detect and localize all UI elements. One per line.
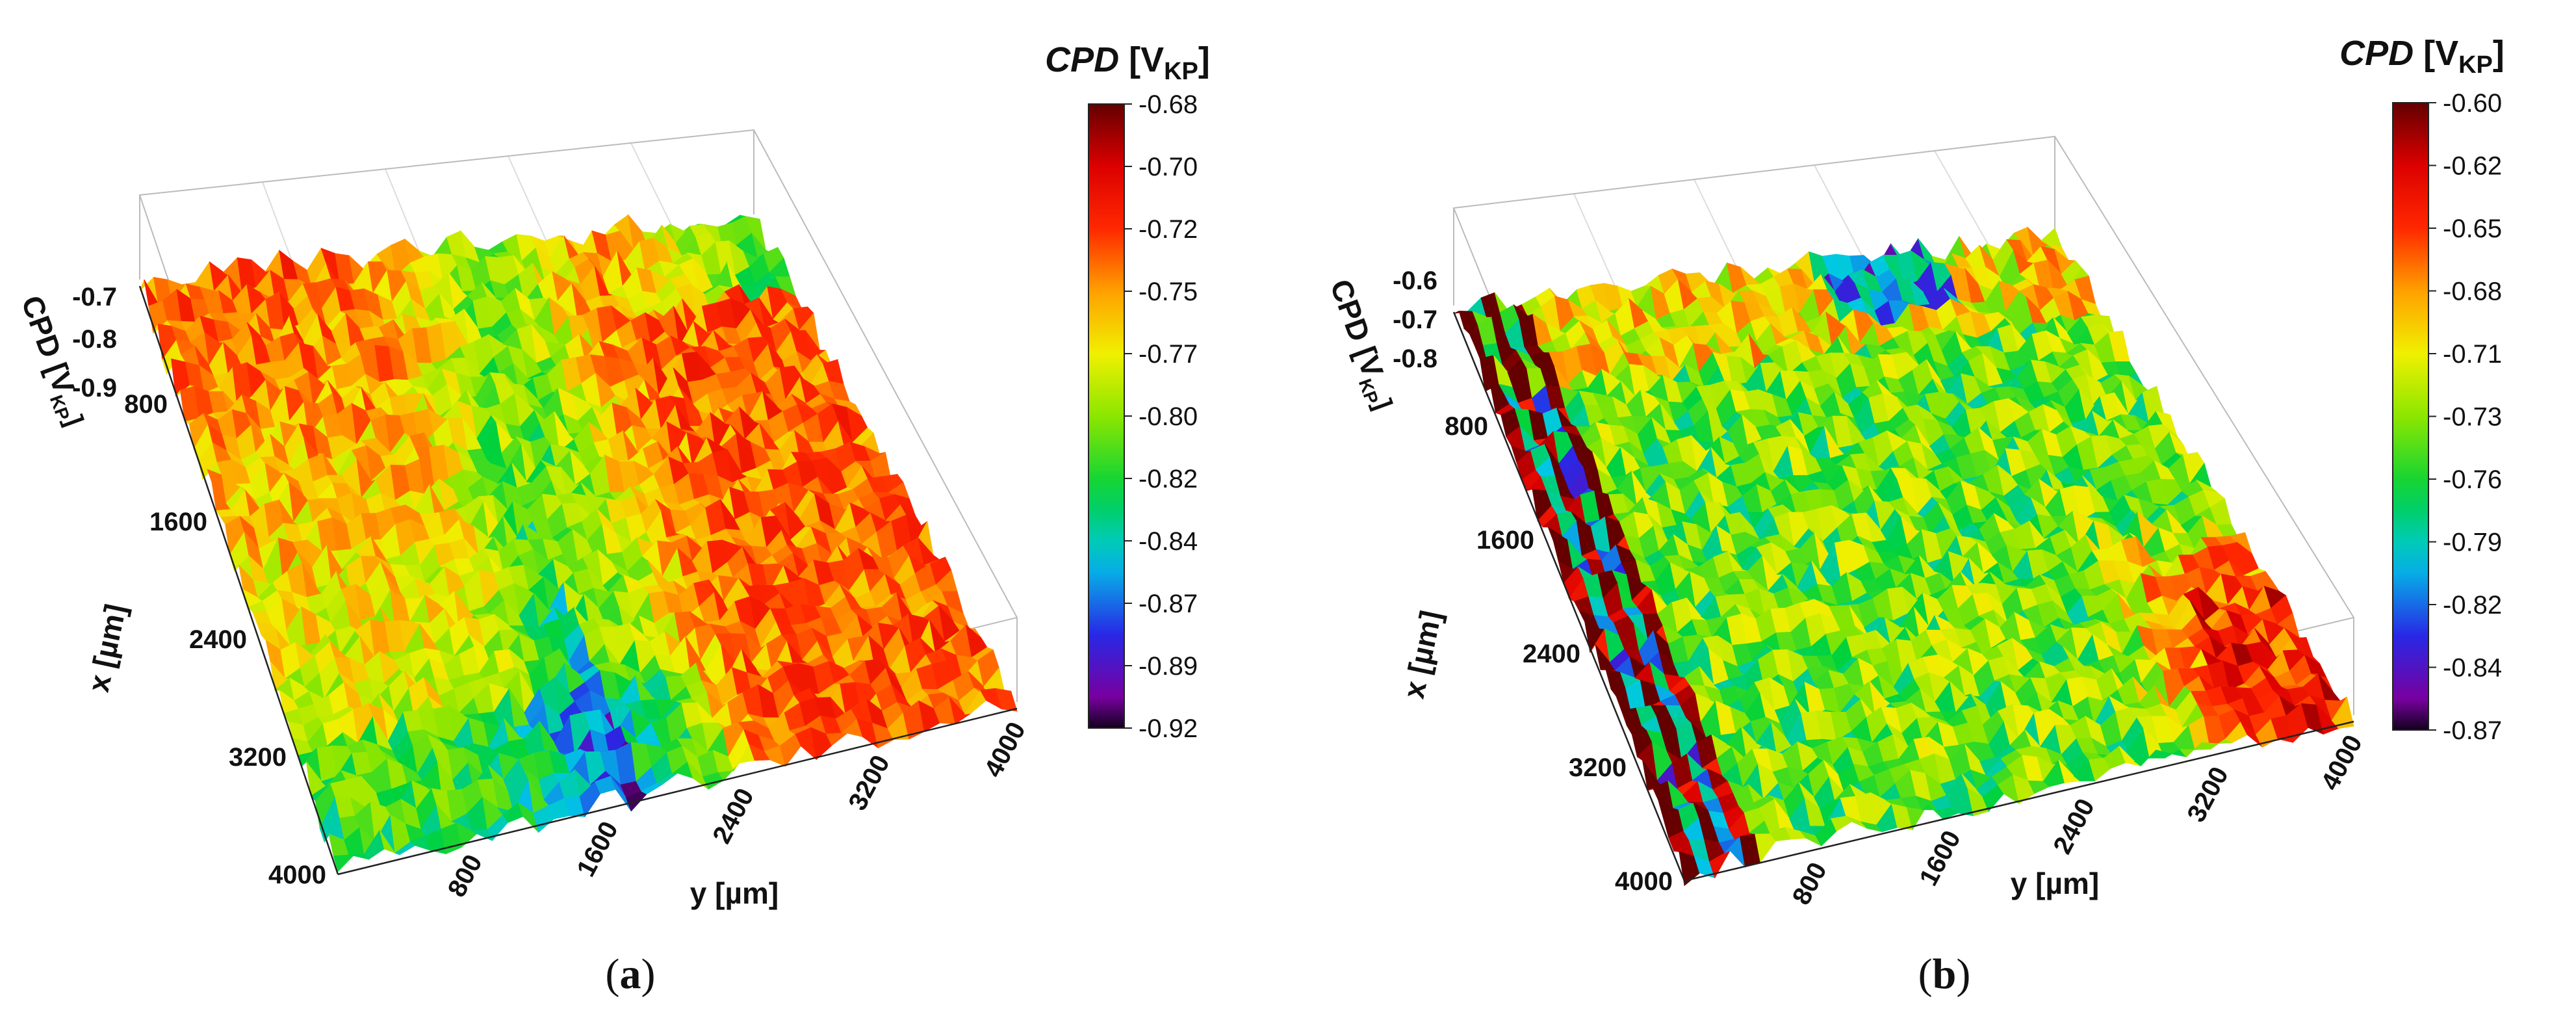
- y-axis-line: [1684, 720, 2354, 882]
- colorbar-tick-label: -0.68: [2443, 278, 2502, 306]
- z-tick-label: -0.8: [1393, 345, 1437, 373]
- colorbar-title: CPD [VKP]: [1045, 40, 1210, 85]
- y-tick-label: 800: [1787, 858, 1833, 910]
- y-tick-label: 4000: [2315, 731, 2368, 795]
- z-tick-label: -0.6: [1393, 267, 1437, 295]
- z-tick-label: -0.8: [72, 325, 117, 354]
- colorbar-tick-label: -0.70: [1139, 153, 1198, 181]
- colorbar-tick-label: -0.87: [1139, 590, 1198, 618]
- y-tick-label: 4000: [979, 718, 1031, 782]
- colorbar-tick-label: -0.80: [1139, 402, 1198, 431]
- surface: [1453, 226, 2354, 887]
- colorbar-strip: [2392, 102, 2429, 731]
- colorbar-tick-label: -0.82: [1139, 465, 1198, 493]
- z-tick-label: -0.7: [72, 283, 117, 311]
- colorbar-tick-label: -0.77: [1139, 340, 1198, 369]
- y-tick-label: 3200: [843, 751, 895, 815]
- z-axis-label: CPD [VKP]: [1320, 275, 1402, 415]
- x-tick-label: 4000: [1615, 867, 1673, 896]
- colorbar-tick-label: -0.84: [1139, 527, 1198, 556]
- y-tick-label: 800: [443, 850, 488, 902]
- x-axis-label: x [µm]: [1397, 608, 1448, 701]
- x-tick-label: 800: [1445, 412, 1488, 441]
- y-tick-label: 2400: [2048, 794, 2100, 859]
- x-tick-label: 3200: [1569, 753, 1627, 782]
- y-tick-label: 2400: [707, 784, 760, 848]
- x-tick-label: 2400: [189, 625, 247, 654]
- colorbar-tick-label: -0.89: [1139, 652, 1198, 681]
- x-tick-label: 2400: [1523, 640, 1580, 668]
- colorbar-strip: [1088, 103, 1125, 729]
- y-axis-line: [337, 707, 1018, 876]
- chart-panel-b: 800 1600 2400 3200 4000 800 1600 2400 3200 4000 -0…: [1288, 0, 2576, 1028]
- surface-plot-a: 800 1600 2400 3200 4000 800 1600 2400 3200 4000 -0…: [11, 40, 1210, 998]
- colorbar-tick-label: -0.75: [1139, 278, 1198, 306]
- axes: [138, 285, 1018, 876]
- colorbar-tick-label: -0.76: [2443, 465, 2502, 494]
- plot-group: 800 1600 2400 3200 4000 800 1600 2400 3200 4000 -0…: [11, 40, 1210, 998]
- x-axis-line: [138, 285, 339, 875]
- colorbar-tick-label: -0.79: [2443, 529, 2502, 557]
- colorbar-tick-label: -0.60: [2443, 89, 2502, 118]
- colorbar-tick-label: -0.62: [2443, 152, 2502, 181]
- colorbar-tick-label: -0.71: [2443, 340, 2502, 369]
- y-tick-label: 1600: [1914, 826, 1966, 891]
- x-tick-label: 1600: [149, 508, 207, 536]
- x-axis-label: x [µm]: [81, 601, 133, 695]
- y-tick-label: 3200: [2182, 763, 2234, 827]
- colorbar-tick-label: -0.68: [1139, 90, 1198, 119]
- surface-patch: [995, 688, 1018, 712]
- x-tick-label: 1600: [1476, 526, 1534, 555]
- colorbar-title: CPD [VKP]: [2339, 34, 2505, 79]
- z-tick-label: -0.9: [72, 374, 117, 402]
- surface: [139, 214, 1018, 872]
- colorbar-tick-label: -0.65: [2443, 215, 2502, 243]
- colorbar-tick-label: -0.87: [2443, 716, 2502, 745]
- panel-caption: (b): [1918, 950, 1971, 998]
- x-tick-label: 800: [124, 390, 168, 419]
- y-tick-label: 1600: [571, 817, 624, 881]
- x-tick-label: 4000: [268, 861, 326, 889]
- colorbar: -0.60 -0.62 -0.65 -0.68 -0.71 -0.73 -0.76 -0.79…: [2339, 34, 2505, 745]
- colorbar-tick-label: -0.84: [2443, 654, 2502, 683]
- colorbar-tick-label: -0.72: [1139, 215, 1198, 244]
- y-axis-label: y [µm]: [2011, 867, 2099, 900]
- x-tick-label: 3200: [229, 743, 287, 772]
- colorbar: -0.68 -0.70 -0.72 -0.75 -0.77 -0.80 -0.82 -0.84…: [1045, 40, 1210, 743]
- colorbar-tick-label: -0.82: [2443, 591, 2502, 620]
- colorbar-tick-label: -0.73: [2443, 403, 2502, 432]
- y-axis-label: y [µm]: [690, 876, 779, 910]
- x-axis-line: [1452, 311, 1686, 881]
- panel-caption: (a): [606, 950, 656, 998]
- chart-panel-a: 800 1600 2400 3200 4000 800 1600 2400 3200 4000 -0…: [0, 0, 1288, 1028]
- axes: [1452, 311, 2354, 882]
- z-axis-label: CPD [VKP]: [11, 291, 93, 431]
- z-tick-label: -0.7: [1393, 306, 1437, 334]
- colorbar-tick-label: -0.92: [1139, 714, 1198, 743]
